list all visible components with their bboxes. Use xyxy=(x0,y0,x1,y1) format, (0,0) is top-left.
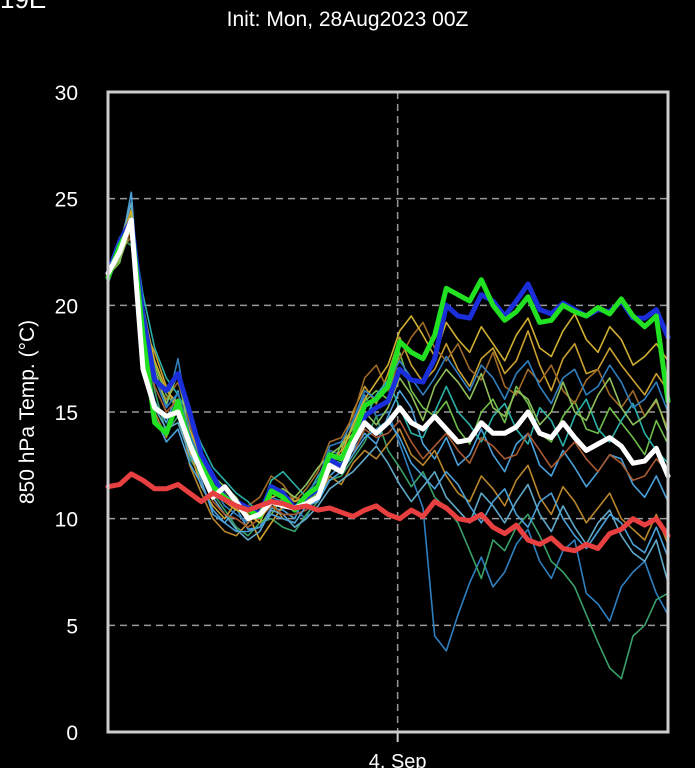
y-tick-label: 15 xyxy=(55,402,78,425)
init-time-label: Init: Mon, 28Aug2023 00Z xyxy=(226,8,469,31)
y-tick-label: 0 xyxy=(66,722,78,745)
station-title: 19E xyxy=(0,0,46,15)
y-tick-label: 5 xyxy=(66,615,78,638)
y-tick-label: 30 xyxy=(55,82,78,105)
ensemble-member-line xyxy=(107,208,669,545)
y-tick-label: 25 xyxy=(55,189,78,212)
x-tick-labels: 4. Sep xyxy=(369,732,427,768)
highlight-series-layer xyxy=(105,217,671,554)
y-axis-label: 850 hPa Temp. (°C) xyxy=(16,320,39,504)
y-tick-labels: 0 5 10 15 20 25 30 xyxy=(55,82,78,745)
ensemble-member-line xyxy=(107,202,669,583)
ensemble-member-line xyxy=(107,223,669,541)
ensemble-member-line xyxy=(107,191,669,531)
plot-frame xyxy=(106,90,670,734)
x-tick-label: 4. Sep xyxy=(369,751,427,768)
y-tick-label: 20 xyxy=(55,295,78,318)
ensemble-members-layer xyxy=(107,191,669,680)
climate-series-line xyxy=(105,471,671,554)
y-tick-label: 10 xyxy=(55,509,78,532)
mean-series-line xyxy=(105,217,671,522)
